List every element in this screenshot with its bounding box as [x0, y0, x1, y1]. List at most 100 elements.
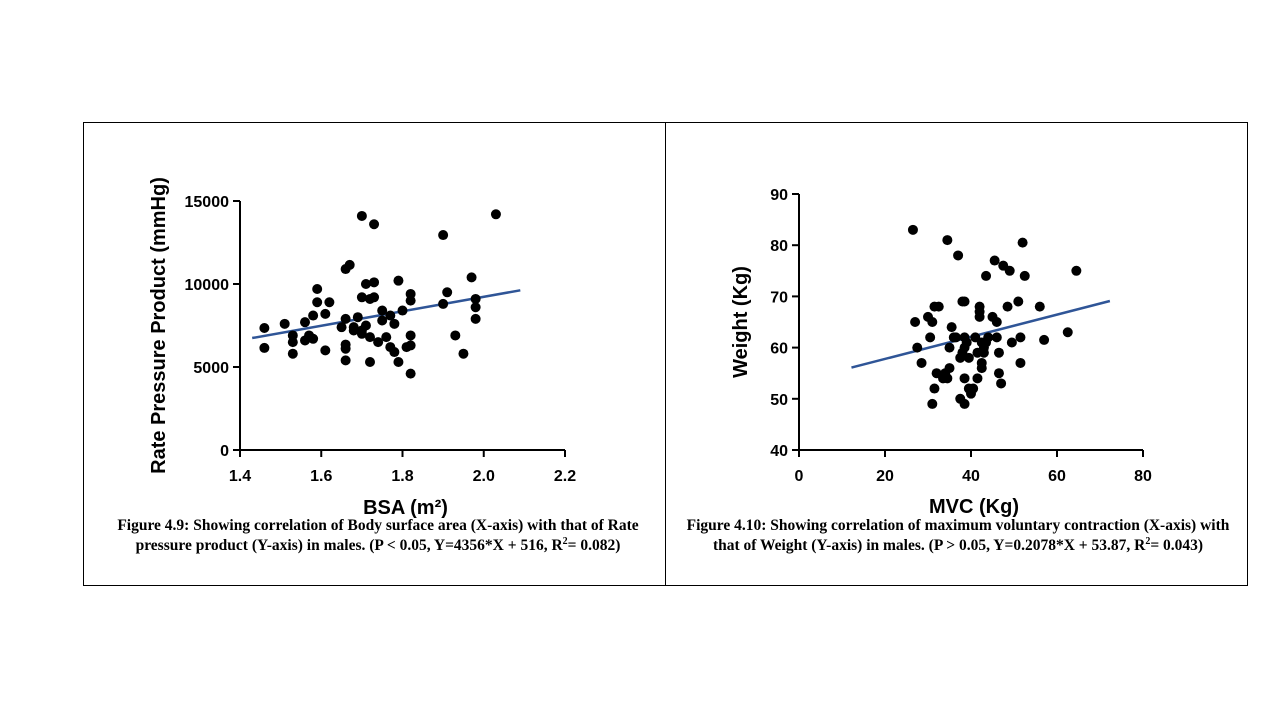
data-point	[438, 298, 449, 309]
data-point	[365, 357, 375, 368]
y-tick-label: 80	[770, 238, 788, 255]
data-point	[929, 383, 940, 394]
x-tick-label: 1.6	[310, 468, 332, 485]
x-axis-title: BSA (m²)	[363, 497, 448, 519]
data-point	[377, 305, 388, 316]
data-point	[259, 342, 270, 353]
data-point	[389, 347, 400, 358]
data-point	[470, 302, 481, 313]
data-point	[1004, 265, 1015, 276]
data-point	[340, 339, 351, 350]
data-point	[369, 277, 380, 288]
x-tick-label: 40	[962, 468, 980, 485]
data-point	[961, 337, 972, 348]
data-point	[287, 348, 298, 359]
data-point	[916, 357, 927, 368]
data-point	[1006, 337, 1017, 348]
data-point	[959, 296, 970, 307]
data-point	[989, 255, 1000, 266]
data-point	[308, 310, 319, 321]
data-point	[1062, 327, 1073, 338]
data-point	[405, 295, 416, 306]
y-tick-label: 5000	[193, 360, 229, 377]
data-point	[393, 275, 404, 286]
data-point	[450, 330, 461, 341]
x-tick-label: 2.0	[473, 468, 495, 485]
caption-text-tail: = 0.043)	[1150, 537, 1204, 554]
data-point	[925, 332, 936, 343]
data-point	[312, 283, 323, 294]
data-point	[976, 363, 987, 374]
data-point	[1071, 265, 1082, 276]
data-point	[405, 368, 416, 379]
data-point	[993, 368, 1004, 379]
data-point	[944, 342, 955, 353]
data-point	[1013, 296, 1024, 307]
y-tick-label: 15000	[185, 194, 230, 211]
data-point	[300, 317, 310, 328]
data-point	[991, 317, 1002, 327]
data-point	[907, 224, 918, 235]
x-tick-label: 1.8	[391, 468, 413, 485]
data-point	[312, 297, 323, 308]
data-point	[933, 301, 944, 312]
y-tick-label: 10000	[185, 277, 230, 294]
data-point	[259, 322, 270, 333]
x-axis-title: MVC (Kg)	[929, 496, 1019, 518]
x-tick-label: 0	[795, 468, 804, 485]
data-point	[963, 352, 974, 363]
data-point	[470, 313, 481, 324]
data-point	[320, 308, 331, 319]
data-point	[942, 235, 953, 246]
data-point	[991, 332, 1002, 343]
data-point	[927, 398, 938, 409]
data-point	[1015, 332, 1026, 343]
data-point	[308, 333, 319, 344]
data-point	[279, 318, 290, 329]
data-point	[1034, 301, 1045, 312]
data-point	[369, 292, 380, 303]
data-point	[983, 332, 994, 343]
data-point	[405, 340, 416, 351]
data-point	[381, 332, 392, 343]
y-axis-title: Weight (Kg)	[730, 266, 752, 378]
x-tick-label: 2.2	[554, 468, 576, 485]
data-point	[287, 330, 298, 341]
regression-line	[851, 299, 1111, 369]
data-point	[490, 209, 501, 220]
data-point	[438, 230, 449, 241]
data-point	[442, 287, 453, 298]
data-point	[1017, 237, 1028, 248]
caption-text: Figure 4.10: Showing correlation of maxi…	[686, 517, 1230, 554]
data-point	[340, 355, 351, 366]
data-point	[458, 348, 469, 359]
data-point	[360, 320, 371, 331]
data-point	[389, 318, 400, 329]
y-tick-label: 40	[770, 443, 788, 460]
x-tick-label: 20	[876, 468, 894, 485]
data-point	[996, 378, 1007, 389]
y-tick-label: 50	[770, 392, 788, 409]
data-point	[959, 373, 970, 384]
data-point	[912, 342, 923, 353]
y-axis-title: Rate Pressure Product (mmHg)	[148, 177, 170, 474]
caption-superscript: 2	[562, 535, 568, 547]
figure-caption-4-9: Figure 4.9: Showing correlation of Body …	[96, 516, 660, 556]
data-point	[1039, 334, 1050, 345]
panel-divider	[665, 122, 666, 586]
data-point	[344, 259, 355, 270]
data-point	[348, 325, 359, 336]
caption-text-tail: = 0.082)	[567, 537, 621, 554]
y-tick-label: 0	[220, 443, 229, 460]
data-point	[340, 313, 351, 324]
data-point	[360, 279, 371, 289]
data-point	[377, 315, 388, 326]
data-point	[946, 322, 957, 333]
x-tick-label: 1.4	[229, 468, 251, 485]
data-point	[944, 363, 955, 374]
data-point	[942, 373, 953, 384]
data-point	[320, 345, 331, 356]
data-point	[1002, 301, 1013, 312]
data-point	[385, 310, 396, 321]
